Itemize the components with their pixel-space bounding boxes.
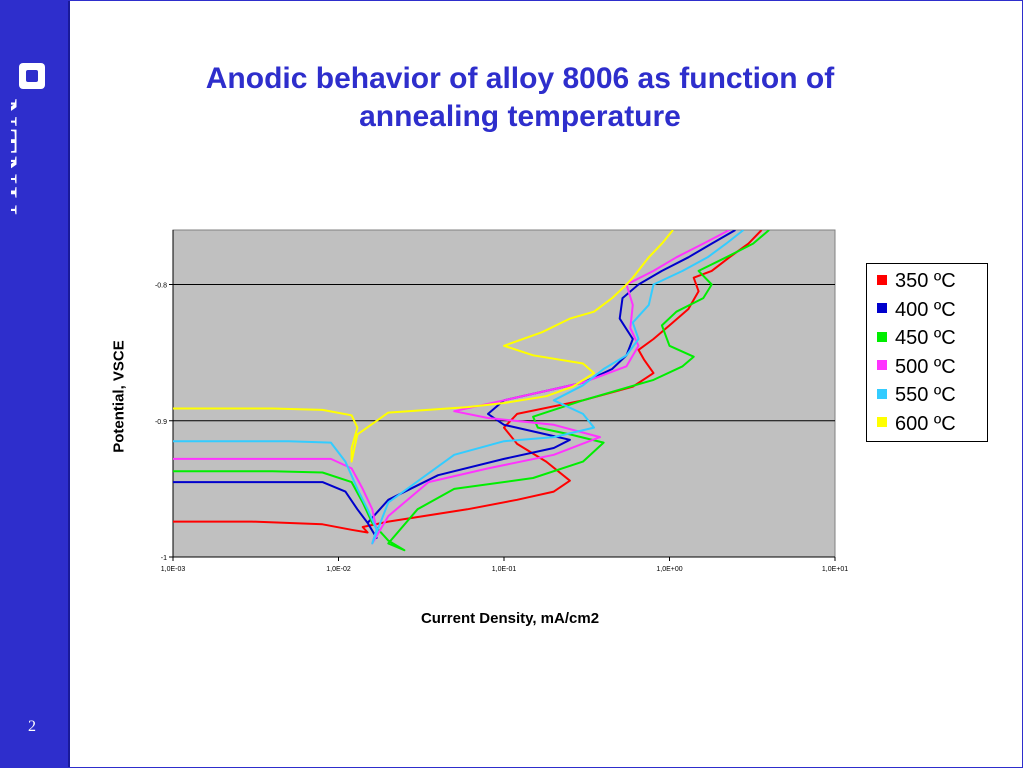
legend-entry-1: 350 ºC	[877, 267, 956, 295]
x-axis-title: Current Density, mA/cm2	[420, 610, 600, 627]
legend-swatch	[877, 274, 887, 285]
legend-swatch	[877, 360, 887, 371]
legend-label: 550 ºC	[895, 384, 956, 406]
series-line-2	[173, 230, 736, 539]
legend-entry-4: 500 ºC	[877, 353, 956, 381]
series-line-1	[173, 230, 763, 534]
y-tick-label: -0.8	[155, 283, 167, 290]
x-tick-label: 1,0E+01	[822, 566, 848, 573]
legend-entry-6: 600 ºC	[877, 410, 956, 438]
series-line-3	[173, 230, 770, 552]
x-tick-label: 1,0E+00	[656, 566, 682, 573]
svg-text:NTNU: NTNU	[11, 98, 26, 217]
plot-area	[172, 229, 836, 558]
chart-legend: 350 ºC 400 ºC 450 ºC 500 ºC 550 ºC 600 ºC	[866, 263, 988, 442]
y-tick-label: -0.9	[155, 419, 167, 426]
legend-entry-2: 400 ºC	[877, 296, 956, 324]
title-line-1: Anodic behavior of alloy 8006 as functio…	[205, 62, 835, 95]
x-tick-label: 1,0E-02	[326, 566, 351, 573]
ntnu-logo-icon	[19, 63, 45, 89]
legend-label: 350 ºC	[895, 270, 956, 292]
legend-label: 600 ºC	[895, 412, 956, 435]
slide-title: Anodic behavior of alloy 8006 as functio…	[140, 60, 900, 136]
legend-swatch	[877, 388, 887, 399]
title-line-2: annealing temperature	[359, 100, 681, 133]
legend-entry-3: 450 ºC	[877, 324, 956, 352]
series-line-5	[173, 230, 745, 545]
x-tick-label: 1,0E-03	[161, 566, 186, 573]
y-tick-label: -1	[161, 555, 167, 562]
legend-label: 450 ºC	[895, 327, 956, 349]
ntnu-logo-text: NTNU	[11, 98, 26, 217]
series-line-6	[173, 230, 674, 463]
page-number: 2	[28, 718, 36, 735]
legend-swatch	[877, 303, 887, 314]
legend-label: 400 ºC	[895, 298, 956, 321]
legend-label: 500 ºC	[895, 355, 956, 378]
legend-entry-5: 550 ºC	[877, 381, 956, 409]
y-axis-title: Potential, VSCE	[110, 340, 128, 453]
legend-swatch	[877, 331, 887, 342]
sidebar: NTNU 2	[0, 0, 70, 768]
legend-swatch	[877, 417, 887, 428]
x-tick-label: 1,0E-01	[492, 566, 517, 573]
series-line-4	[173, 230, 730, 545]
